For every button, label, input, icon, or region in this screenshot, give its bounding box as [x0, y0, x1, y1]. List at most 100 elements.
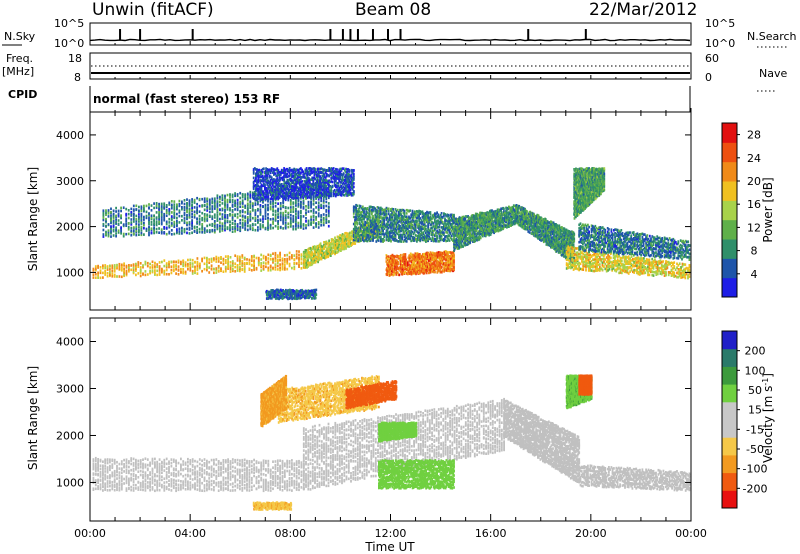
range-gate-cell	[323, 243, 325, 247]
range-gate-cell	[279, 253, 281, 256]
range-gate-cell	[105, 224, 107, 228]
range-gate-cell	[377, 236, 380, 239]
range-gate-cell	[351, 238, 354, 242]
range-gate-cell	[419, 239, 422, 243]
range-gate-cell	[302, 202, 305, 206]
range-gate-cell	[191, 215, 193, 219]
range-gate-cell	[294, 175, 297, 179]
range-gate-cell	[400, 229, 402, 233]
range-gate-cell	[180, 270, 182, 274]
range-gate-cell	[396, 208, 399, 212]
range-gate-cell	[441, 226, 444, 229]
range-gate-cell	[196, 208, 198, 212]
range-gate-cell	[148, 216, 150, 219]
range-gate-cell	[311, 190, 314, 194]
range-gate-cell	[442, 268, 445, 272]
range-gate-cell	[267, 206, 269, 210]
range-gate-cell	[327, 224, 330, 228]
range-gate-cell	[274, 205, 277, 208]
range-gate-cell	[226, 208, 229, 211]
range-gate-cell	[189, 264, 192, 268]
range-gate-cell	[143, 204, 145, 208]
range-gate-cell	[312, 183, 315, 187]
range-gate-cell	[213, 271, 215, 275]
range-gate-cell	[355, 231, 357, 235]
range-gate-cell	[366, 233, 369, 237]
range-gate-cell	[186, 205, 188, 208]
range-gate-cell	[255, 266, 258, 270]
range-gate-cell	[168, 211, 171, 214]
range-gate-cell	[387, 226, 390, 230]
range-gate-cell	[453, 244, 455, 248]
range-gate-cell	[450, 226, 453, 229]
range-gate-cell	[393, 235, 396, 238]
range-gate-cell	[194, 265, 196, 269]
range-gate-cell	[351, 185, 354, 188]
range-gate-cell	[120, 229, 122, 233]
range-gate-cell	[369, 223, 372, 227]
range-gate-cell	[227, 262, 229, 265]
range-gate-cell	[327, 248, 330, 252]
range-gate-cell	[418, 217, 420, 221]
range-gate-cell	[356, 228, 359, 231]
range-gate-cell	[216, 223, 219, 227]
range-gate-cell	[319, 242, 322, 245]
range-gate-cell	[222, 262, 225, 266]
range-gate-cell	[419, 261, 422, 264]
range-gate-cell	[356, 212, 359, 215]
range-gate-cell	[390, 209, 392, 213]
range-gate-cell	[231, 198, 234, 202]
range-gate-cell	[350, 186, 353, 190]
range-gate-cell	[306, 176, 309, 180]
range-gate-cell	[321, 251, 324, 254]
range-gate-cell	[285, 183, 288, 187]
range-gate-cell	[224, 261, 227, 264]
range-gate-cell	[213, 267, 215, 271]
range-gate-cell	[241, 199, 244, 202]
range-gate-cell	[320, 257, 323, 261]
range-gate-cell	[265, 190, 267, 193]
range-gate-cell	[449, 231, 452, 235]
range-gate-cell	[269, 190, 272, 194]
range-gate-cell	[196, 229, 198, 232]
range-gate-cell	[405, 215, 408, 218]
range-gate-cell	[347, 180, 350, 183]
range-gate-cell	[375, 217, 378, 220]
range-gate-cell	[229, 193, 231, 196]
range-gate-cell	[111, 264, 114, 267]
range-gate-cell	[267, 171, 270, 174]
range-gate-cell	[274, 259, 277, 263]
range-gate-cell	[382, 232, 384, 236]
range-gate-cell	[410, 239, 413, 243]
range-gate-cell	[328, 174, 330, 178]
range-gate-cell	[398, 234, 400, 237]
range-gate-cell	[189, 261, 192, 265]
range-gate-cell	[331, 180, 334, 184]
range-gate-cell	[334, 176, 337, 179]
range-gate-cell	[351, 243, 353, 246]
range-gate-cell	[273, 180, 275, 184]
range-gate-cell	[345, 184, 347, 188]
range-gate-cell	[393, 270, 395, 274]
range-gate-cell	[260, 264, 263, 268]
range-gate-cell	[146, 273, 149, 276]
range-gate-cell	[439, 238, 442, 242]
range-gate-cell	[206, 265, 208, 269]
range-gate-cell	[302, 227, 305, 230]
range-gate-cell	[281, 265, 284, 269]
range-gate-cell	[383, 235, 386, 239]
range-gate-cell	[379, 208, 382, 212]
range-gate-cell	[176, 206, 178, 210]
range-gate-cell	[145, 210, 148, 214]
range-gate-cell	[264, 210, 267, 213]
range-gate-cell	[211, 210, 214, 213]
range-gate-cell	[289, 208, 292, 212]
range-gate-cell	[229, 223, 231, 227]
range-gate-cell	[260, 196, 263, 200]
range-gate-cell	[323, 195, 326, 198]
range-gate-cell	[392, 219, 395, 223]
range-gate-cell	[257, 200, 259, 204]
range-gate-cell	[251, 228, 254, 232]
range-gate-cell	[340, 169, 343, 172]
range-gate-cell	[138, 233, 140, 236]
